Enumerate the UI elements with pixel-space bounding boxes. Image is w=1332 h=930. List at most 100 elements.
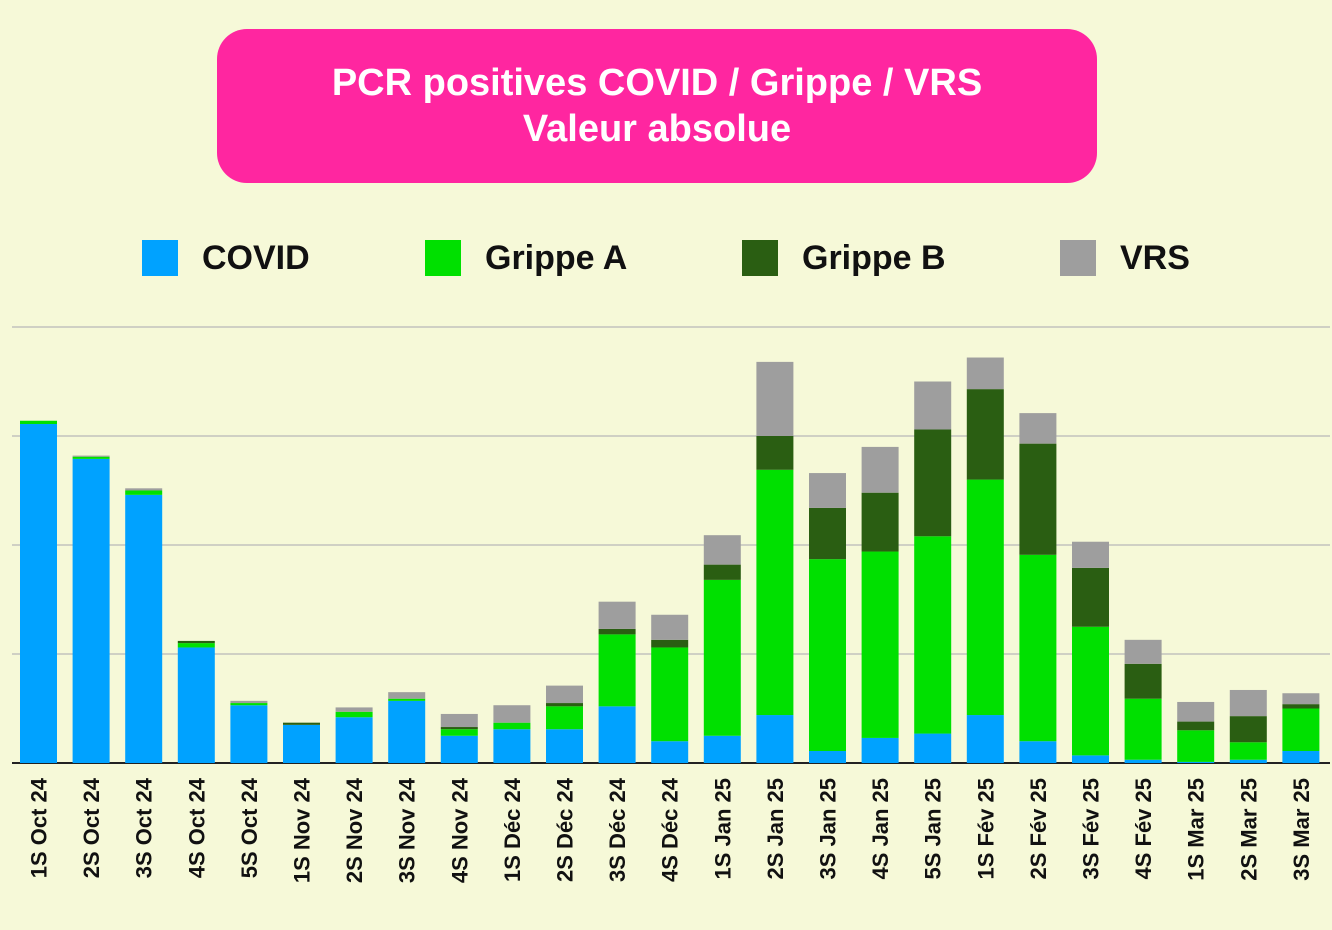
bar-segment-vrs bbox=[703, 535, 741, 565]
x-tick-label: 2S Mar 25 bbox=[1236, 778, 1261, 881]
bar-segment-vrs bbox=[598, 601, 636, 629]
legend-item-grippe-a: Grippe A bbox=[425, 236, 627, 280]
legend-item-vrs: VRS bbox=[1060, 236, 1190, 280]
legend-item-grippe-b: Grippe B bbox=[742, 236, 946, 280]
bar-segment-grippe-b bbox=[809, 507, 846, 560]
bar-segment-grippe-b bbox=[546, 703, 583, 707]
bar-segment-covid bbox=[177, 647, 215, 763]
bar-segment-covid bbox=[861, 737, 899, 763]
bar-segment-vrs bbox=[1177, 701, 1215, 722]
bar-segment-grippe-a bbox=[651, 647, 689, 742]
legend: COVID Grippe A Grippe B VRS bbox=[0, 236, 1332, 280]
bar-segment-grippe-a bbox=[1177, 730, 1215, 762]
legend-swatch-vrs bbox=[1060, 240, 1096, 276]
bar-segment-grippe-b bbox=[1229, 716, 1267, 743]
chart-title: PCR positives COVID / Grippe / VRS bbox=[331, 62, 983, 104]
x-tick-label: 4S Nov 24 bbox=[447, 777, 472, 883]
legend-swatch-covid bbox=[142, 240, 178, 276]
bar-segment-vrs bbox=[72, 455, 110, 457]
bar-segment-grippe-a bbox=[72, 456, 110, 459]
bar-segment-covid bbox=[125, 494, 163, 763]
bar-segment-grippe-b bbox=[703, 564, 741, 580]
bar-segment-covid bbox=[756, 715, 794, 763]
bar-segment-covid bbox=[809, 751, 846, 763]
bar-segment-vrs bbox=[335, 707, 373, 712]
bar-segment-covid bbox=[598, 706, 636, 763]
x-tick-label: 1S Fév 25 bbox=[973, 778, 998, 880]
bar-segment-covid bbox=[230, 705, 268, 763]
bar-segment-vrs bbox=[388, 692, 426, 699]
bar-segment-covid bbox=[1019, 741, 1057, 763]
bar-segment-vrs bbox=[1072, 541, 1109, 568]
x-tick-label: 1S Déc 24 bbox=[500, 777, 525, 882]
legend-item-covid: COVID bbox=[142, 236, 310, 280]
bar-segment-grippe-a bbox=[230, 703, 268, 706]
bar-segment-covid bbox=[388, 700, 426, 763]
x-tick-label: 3S Jan 25 bbox=[816, 778, 841, 880]
bar-segment-vrs bbox=[966, 357, 1004, 390]
x-tick-label: 3S Nov 24 bbox=[395, 777, 420, 883]
bar-segment-vrs bbox=[651, 614, 689, 640]
legend-label-grippe-a: Grippe A bbox=[485, 238, 628, 277]
bar-segment-vrs bbox=[914, 381, 952, 430]
bar-segment-grippe-b bbox=[756, 436, 794, 470]
legend-swatch-grippe-b bbox=[742, 240, 778, 276]
legend-label-grippe-b: Grippe B bbox=[802, 238, 946, 277]
bar-segment-grippe-b bbox=[966, 389, 1004, 480]
bar-segment-covid bbox=[651, 741, 689, 763]
bar-segment-grippe-b bbox=[440, 727, 478, 730]
bar-segment-vrs bbox=[125, 488, 163, 491]
legend-swatch-grippe-a bbox=[425, 240, 461, 276]
bar-segment-grippe-b bbox=[914, 429, 952, 537]
x-tick-label: 1S Nov 24 bbox=[290, 777, 315, 883]
bar-segment-covid bbox=[1124, 759, 1162, 763]
bar-segment-covid bbox=[703, 735, 741, 763]
x-tick-label: 2S Oct 24 bbox=[79, 777, 104, 878]
bar-segment-covid bbox=[1072, 755, 1109, 763]
x-tick-label: 3S Oct 24 bbox=[132, 777, 157, 878]
bar-segment-grippe-a bbox=[1124, 698, 1162, 760]
bar-segment-vrs bbox=[440, 713, 478, 728]
bar-segment-grippe-b bbox=[1019, 443, 1057, 555]
chart-subtitle: Valeur absolue bbox=[522, 108, 792, 150]
bar-segment-grippe-b bbox=[283, 722, 320, 725]
bar-segment-grippe-a bbox=[966, 479, 1004, 716]
bar-segment-vrs bbox=[230, 700, 268, 704]
x-tick-label: 2S Nov 24 bbox=[342, 777, 367, 883]
bar-segment-covid bbox=[1177, 761, 1215, 763]
bar-segment-covid bbox=[440, 735, 478, 763]
bar-segment-covid bbox=[283, 724, 320, 763]
bar-segment-covid bbox=[335, 717, 373, 763]
bar-segment-grippe-a bbox=[388, 698, 426, 701]
bar-segment-grippe-a bbox=[177, 643, 215, 648]
x-tick-label: 5S Jan 25 bbox=[921, 778, 946, 880]
bar-segment-vrs bbox=[756, 361, 794, 436]
bar-segment-covid bbox=[546, 729, 583, 763]
x-tick-label: 1S Mar 25 bbox=[1184, 778, 1209, 881]
bar-segment-grippe-b bbox=[598, 628, 636, 635]
bar-segment-grippe-a bbox=[493, 722, 531, 730]
bar-segment-grippe-b bbox=[1072, 567, 1109, 627]
x-tick-label: 3S Déc 24 bbox=[605, 777, 630, 882]
legend-label-covid: COVID bbox=[202, 238, 310, 277]
bar-segment-grippe-a bbox=[546, 706, 583, 730]
chart-title-box: PCR positives COVID / Grippe / VRS Valeu… bbox=[217, 29, 1097, 183]
x-tick-label: 2S Fév 25 bbox=[1026, 778, 1051, 880]
bar-segment-grippe-a bbox=[598, 634, 636, 707]
x-tick-label: 3S Fév 25 bbox=[1079, 778, 1104, 880]
legend-label-vrs: VRS bbox=[1120, 238, 1190, 277]
bar-segment-vrs bbox=[861, 446, 899, 493]
bar-segment-grippe-a bbox=[1072, 626, 1109, 756]
x-tick-label: 3S Mar 25 bbox=[1289, 778, 1314, 881]
bar-segment-covid bbox=[914, 733, 952, 763]
x-tick-label: 4S Déc 24 bbox=[658, 777, 683, 882]
x-tick-label: 1S Oct 24 bbox=[27, 777, 52, 878]
x-tick-label: 2S Jan 25 bbox=[763, 778, 788, 880]
bar-segment-grippe-b bbox=[1177, 721, 1215, 731]
bar-segment-grippe-a bbox=[914, 536, 952, 734]
bar-segment-grippe-a bbox=[1282, 708, 1320, 752]
bar-segment-vrs bbox=[809, 473, 846, 508]
bar-segment-covid bbox=[493, 729, 531, 763]
bar-segment-vrs bbox=[1019, 413, 1057, 444]
